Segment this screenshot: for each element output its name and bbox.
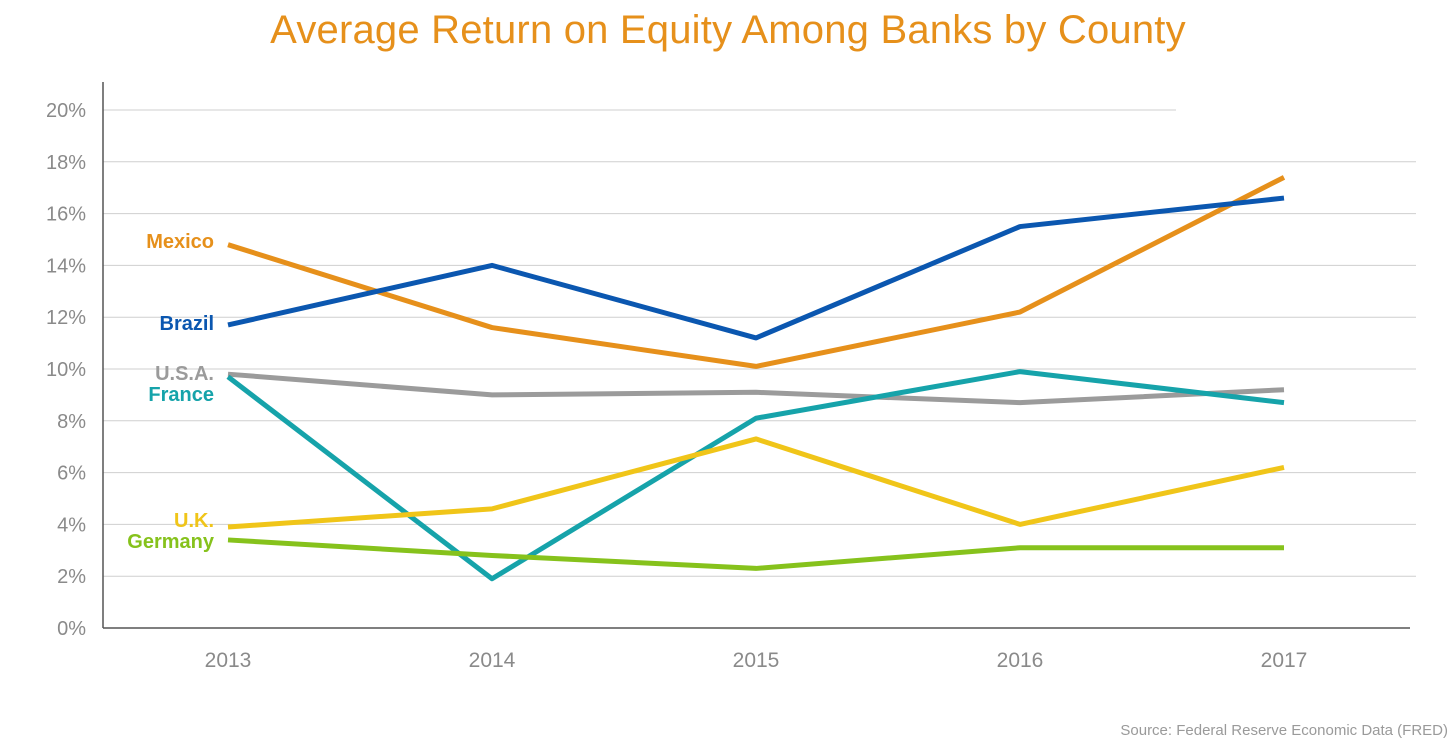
source-note: Source: Federal Reserve Economic Data (F… [1120,722,1448,739]
series-line-mexico [227,175,1286,369]
y-tick-label: 0% [57,618,86,640]
chart-title: Average Return on Equity Among Banks by … [270,8,1186,52]
y-tick-label: 2% [57,566,86,588]
x-tick-label: 2014 [469,649,516,672]
y-tick-label: 4% [57,514,86,536]
y-tick-label: 16% [46,204,86,226]
y-tick-label: 14% [46,255,86,277]
x-tick-label: 2013 [205,649,252,672]
x-tick-label: 2015 [733,649,780,672]
series-line-france [226,369,1285,582]
series-label: Mexico [146,231,214,253]
series-label: U.K. [174,510,214,532]
y-tick-label: 20% [46,100,86,122]
y-tick-label: 8% [57,411,86,433]
y-tick-label: 12% [46,307,86,329]
axes [102,82,1410,629]
series-label: U.S.A. [155,363,214,385]
series-label: Brazil [160,313,214,335]
series-line-germany [227,537,1284,571]
series-line-brazil [227,195,1285,341]
series-line-usa [227,371,1285,406]
y-tick-label: 18% [46,152,86,174]
series-line-uk [227,436,1285,530]
y-tick-label: 6% [57,463,86,485]
series-lines [226,175,1286,582]
y-tick-label: 10% [46,359,86,381]
series-labels: Mexico Brazil U.S.A.France U.K.Germany [127,231,215,553]
x-tick-labels: 2013 2014 2015 2016 2017 [205,649,1308,672]
y-tick-labels: 0% 2% 4% 6% 8% 10% 12% 14% 16% 18% 20% [46,100,86,640]
x-tick-label: 2016 [997,649,1044,672]
x-tick-label: 2017 [1261,649,1308,672]
grid-lines [103,109,1416,577]
series-label: France [148,384,214,406]
series-label: Germany [127,531,215,553]
